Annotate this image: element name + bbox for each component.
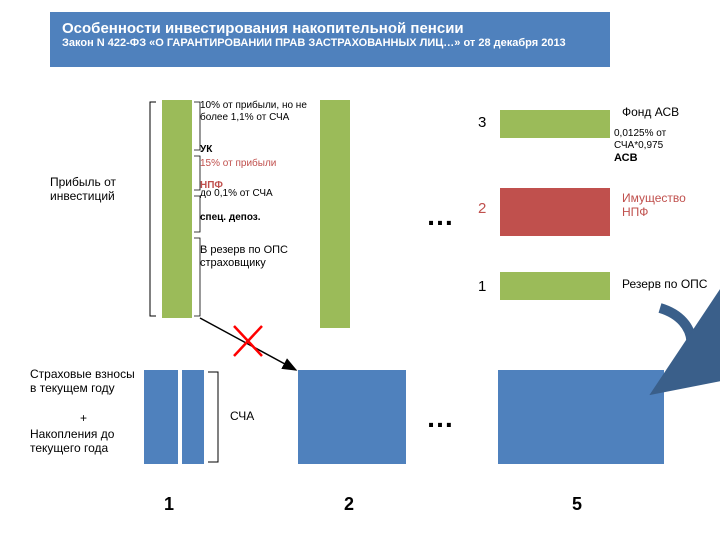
shape-bar3 <box>500 110 610 138</box>
label-contrib: Страховые взносы в текущем году <box>30 368 140 396</box>
label-profit: Прибыль от инвестиций <box>50 176 138 204</box>
label-note3: до 0,1% от СЧА <box>200 188 320 200</box>
shape-col5_blue <box>498 370 664 464</box>
label-dots2: … <box>426 402 466 434</box>
label-note1b: УК <box>200 144 320 156</box>
label-y2: 2 <box>344 494 364 515</box>
label-y5: 5 <box>572 494 592 515</box>
label-r3c: АСВ <box>614 152 704 165</box>
diagram-canvas: Прибыль от инвестиций Страховые взносы в … <box>0 0 720 540</box>
label-r2: Имущество НПФ <box>622 192 712 220</box>
label-y1: 1 <box>164 494 184 515</box>
label-r3: Фонд АСВ <box>622 106 712 120</box>
label-note2: 15% от прибыли <box>200 158 320 170</box>
label-savings: Накопления до текущего года <box>30 428 150 456</box>
label-plus: + <box>80 412 100 426</box>
shape-col1_green <box>162 100 192 318</box>
shape-col1_blue_r <box>182 370 204 464</box>
shape-bar2 <box>500 188 610 236</box>
label-dots1: … <box>426 200 466 232</box>
label-n3: 3 <box>478 114 496 131</box>
label-scha: СЧА <box>230 410 270 424</box>
shape-bar1 <box>500 272 610 300</box>
label-note1: 10% от прибыли, но не более 1,1% от СЧА <box>200 100 320 123</box>
shape-col2_green <box>320 100 350 328</box>
label-r3b: 0,0125% от СЧА*0,975 <box>614 128 714 151</box>
shape-col2_blue <box>298 370 406 464</box>
label-note4: В резерв по ОПС страховщику <box>200 244 310 269</box>
label-n1: 1 <box>478 278 496 295</box>
label-r1: Резерв по ОПС <box>622 278 720 292</box>
label-note3b: спец. депоз. <box>200 212 320 224</box>
label-n2: 2 <box>478 200 496 217</box>
